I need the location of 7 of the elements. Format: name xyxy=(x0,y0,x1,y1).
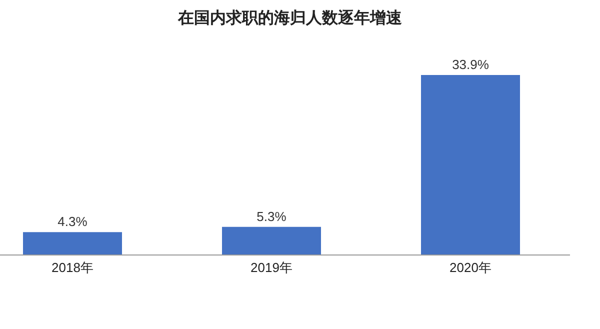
x-tick-label: 2018年 xyxy=(52,260,94,276)
data-label: 33.9% xyxy=(452,57,490,72)
data-label: 4.3% xyxy=(58,214,88,230)
chart-title: 在国内求职的海归人数逐年增速 xyxy=(176,8,403,29)
x-tick-label: 2019年 xyxy=(250,260,292,276)
x-tick-label: 2020年 xyxy=(450,260,492,276)
data-label: 5.3% xyxy=(256,208,287,224)
